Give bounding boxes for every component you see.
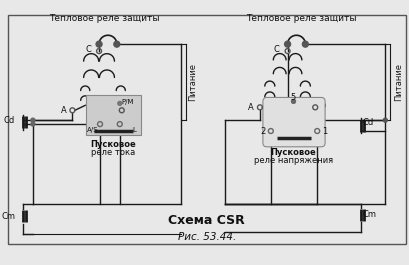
FancyBboxPatch shape: [263, 98, 325, 147]
Text: A/S: A/S: [87, 127, 99, 133]
Text: A: A: [61, 106, 67, 115]
Text: Тепловое реле защиты: Тепловое реле защиты: [246, 14, 357, 23]
Circle shape: [383, 118, 387, 122]
Text: Схема CSR: Схема CSR: [168, 214, 245, 227]
Circle shape: [285, 41, 290, 47]
Text: Cd: Cd: [4, 116, 15, 125]
Text: 1: 1: [322, 126, 327, 135]
Bar: [8, 15, 406, 244]
Text: Пусковое: Пусковое: [90, 140, 136, 149]
Text: C: C: [85, 45, 91, 54]
Text: Cm: Cm: [1, 212, 15, 221]
Text: Cm: Cm: [363, 210, 377, 219]
Text: реле напряжения: реле напряжения: [254, 156, 333, 165]
Text: Питание: Питание: [393, 63, 402, 101]
Text: Cd: Cd: [363, 118, 374, 127]
Text: 2: 2: [261, 126, 266, 135]
Text: Пусковое: Пусковое: [271, 148, 317, 157]
Text: 5: 5: [290, 93, 295, 102]
Circle shape: [96, 41, 102, 47]
Text: реле тока: реле тока: [91, 148, 135, 157]
Text: A: A: [248, 103, 254, 112]
Text: P/M: P/M: [122, 99, 134, 105]
Circle shape: [31, 122, 35, 126]
Circle shape: [118, 101, 122, 105]
Text: Рис. 53.44.: Рис. 53.44.: [178, 232, 236, 242]
Text: P: P: [127, 106, 132, 115]
Circle shape: [114, 41, 120, 47]
Text: P: P: [320, 103, 325, 112]
Text: Питание: Питание: [188, 63, 197, 101]
Circle shape: [292, 99, 295, 103]
Text: L: L: [133, 127, 137, 133]
Bar: [86, 95, 141, 135]
Circle shape: [302, 41, 308, 47]
Text: Тепловое реле защиты: Тепловое реле защиты: [49, 14, 159, 23]
Circle shape: [31, 118, 35, 122]
Text: C: C: [274, 45, 280, 54]
